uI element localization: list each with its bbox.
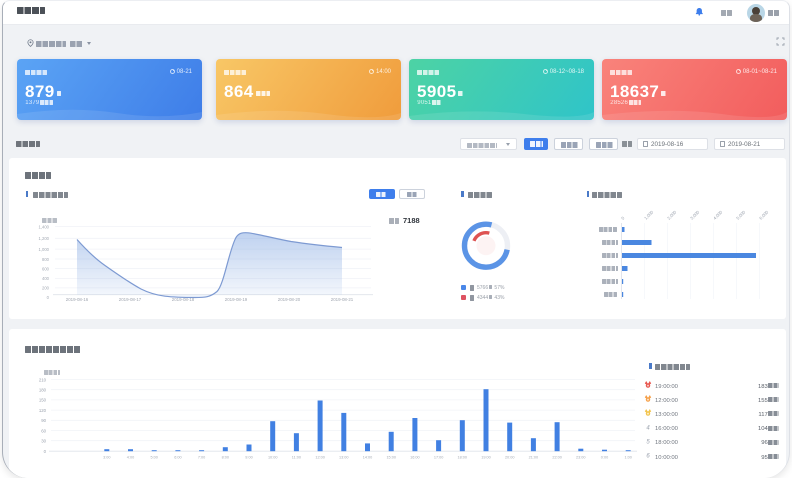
- svg-text:2019-08-17: 2019-08-17: [119, 297, 142, 302]
- svg-text:21:00: 21:00: [529, 456, 539, 460]
- svg-text:12:00: 12:00: [315, 456, 325, 460]
- svg-text:1,400: 1,400: [39, 224, 50, 229]
- svg-text:11:00: 11:00: [292, 456, 301, 460]
- svg-text:0: 0: [620, 215, 626, 221]
- svg-text:1:00: 1:00: [625, 456, 632, 460]
- svg-text:5:00: 5:00: [151, 456, 158, 460]
- svg-text:20:00: 20:00: [505, 456, 515, 460]
- svg-text:180: 180: [39, 388, 47, 393]
- svg-text:1,000: 1,000: [39, 247, 50, 252]
- svg-text:4,000: 4,000: [712, 209, 724, 221]
- svg-text:6: 6: [646, 453, 650, 459]
- svg-text:0: 0: [44, 449, 47, 454]
- svg-text:2,000: 2,000: [666, 209, 678, 221]
- svg-text:1,000: 1,000: [643, 209, 655, 221]
- svg-text:1,200: 1,200: [39, 236, 50, 241]
- svg-text:3:00: 3:00: [103, 456, 110, 460]
- svg-text:2019-08-16: 2019-08-16: [66, 297, 89, 302]
- svg-text:23:00: 23:00: [576, 456, 586, 460]
- svg-text:5,000: 5,000: [735, 209, 747, 221]
- svg-text:60: 60: [41, 428, 46, 433]
- svg-text:2019-08-18: 2019-08-18: [172, 297, 195, 302]
- svg-text:6,000: 6,000: [758, 209, 770, 221]
- svg-text:2019-08-20: 2019-08-20: [278, 297, 301, 302]
- svg-text:210: 210: [39, 377, 47, 382]
- svg-text:9:00: 9:00: [245, 456, 252, 460]
- svg-text:0:00: 0:00: [601, 456, 608, 460]
- svg-text:800: 800: [42, 257, 50, 262]
- svg-text:16:00: 16:00: [410, 456, 420, 460]
- svg-text:90: 90: [41, 418, 46, 423]
- svg-text:200: 200: [42, 286, 50, 291]
- svg-text:14:00: 14:00: [363, 456, 373, 460]
- svg-text:30: 30: [41, 439, 46, 444]
- svg-text:120: 120: [39, 408, 47, 413]
- svg-text:400: 400: [42, 276, 50, 281]
- svg-text:4: 4: [646, 425, 650, 431]
- svg-text:17:00: 17:00: [434, 456, 444, 460]
- svg-text:2019-08-21: 2019-08-21: [331, 297, 354, 302]
- svg-text:6:00: 6:00: [174, 456, 181, 460]
- svg-text:13:00: 13:00: [339, 456, 349, 460]
- svg-text:15:00: 15:00: [386, 456, 396, 460]
- svg-text:3,000: 3,000: [689, 209, 701, 221]
- svg-text:22:00: 22:00: [552, 456, 562, 460]
- svg-text:7:00: 7:00: [198, 456, 205, 460]
- svg-text:0: 0: [47, 295, 50, 300]
- svg-text:150: 150: [39, 398, 47, 403]
- svg-text:600: 600: [42, 266, 50, 271]
- svg-text:19:00: 19:00: [481, 456, 491, 460]
- svg-text:10:00: 10:00: [268, 456, 278, 460]
- svg-text:2019-08-19: 2019-08-19: [225, 297, 248, 302]
- svg-text:18:00: 18:00: [458, 456, 468, 460]
- svg-text:4:00: 4:00: [127, 456, 134, 460]
- svg-text:5: 5: [646, 439, 650, 445]
- svg-text:8:00: 8:00: [222, 456, 229, 460]
